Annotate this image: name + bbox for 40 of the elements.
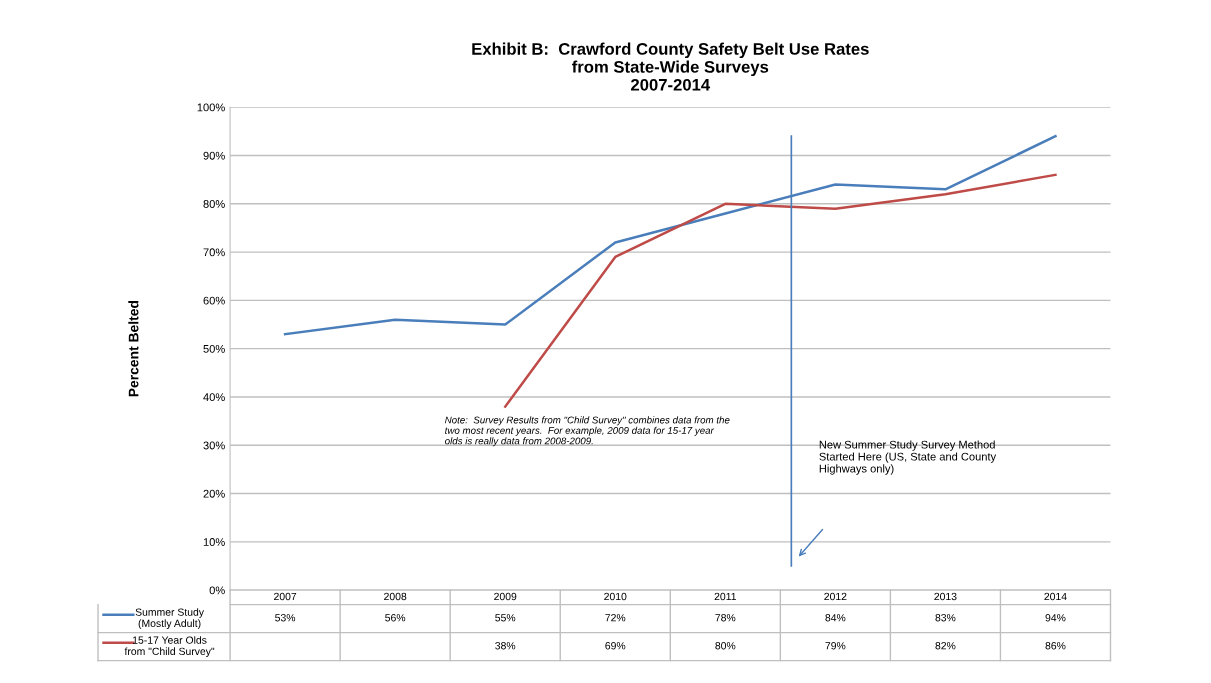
data-label: 80% — [715, 642, 736, 650]
data-label: 72% — [605, 614, 626, 622]
y-tick-label: 70% — [203, 248, 225, 257]
data-label: 94% — [1045, 614, 1066, 622]
data-label: 69% — [605, 642, 626, 650]
y-tick-label: 100% — [197, 103, 225, 112]
y-tick-label: 60% — [203, 296, 225, 305]
x-tick-label: 2011 — [714, 592, 737, 601]
y-tick-label: 40% — [203, 393, 225, 402]
data-label: 79% — [825, 642, 846, 650]
y-tick-label: 0% — [209, 586, 225, 595]
y-tick-label: 50% — [203, 344, 225, 353]
y-axis-title: Percent Belted — [128, 300, 139, 397]
data-label: 55% — [495, 614, 516, 622]
chart-title: Exhibit B: Crawford County Safety Belt Use Rates from State-Wide Surveys 2007-2014 — [472, 42, 869, 91]
data-label: 53% — [275, 614, 296, 622]
y-tick-label: 20% — [203, 489, 225, 498]
y-tick-label: 90% — [203, 151, 225, 160]
x-tick-label: 2014 — [1044, 592, 1067, 601]
x-tick-label: 2008 — [384, 592, 407, 601]
data-label: 78% — [715, 614, 736, 622]
data-label: 86% — [1045, 642, 1066, 650]
x-tick-label: 2007 — [274, 592, 297, 601]
x-tick-label: 2009 — [494, 592, 517, 601]
data-label: 82% — [935, 642, 956, 650]
line-series — [503, 173, 1057, 408]
x-tick-label: 2013 — [934, 592, 957, 601]
data-label: 56% — [385, 614, 406, 622]
y-tick-label: 80% — [203, 200, 225, 208]
y-tick-label: 10% — [203, 538, 225, 546]
data-label: 38% — [495, 642, 516, 650]
data-label: 83% — [935, 614, 956, 622]
y-tick-label: 30% — [203, 441, 225, 450]
legend-label: 15-17 Year Olds from "Child Survey" — [124, 636, 215, 658]
x-tick-label: 2012 — [824, 592, 847, 601]
annotation: Note: Survey Results from "Child Survey" combines data from the two most recent years. For example, 2009 data for 15-17 year olds is really data from 2008-2009. — [444, 416, 730, 447]
data-label: 84% — [825, 614, 846, 622]
ref-line-label: New Summer Study Survey Method Started Here (US, State and County Highways only) — [819, 440, 997, 475]
legend-label: Summer Study (Mostly Adult) — [135, 608, 204, 630]
x-tick-label: 2010 — [604, 592, 627, 601]
